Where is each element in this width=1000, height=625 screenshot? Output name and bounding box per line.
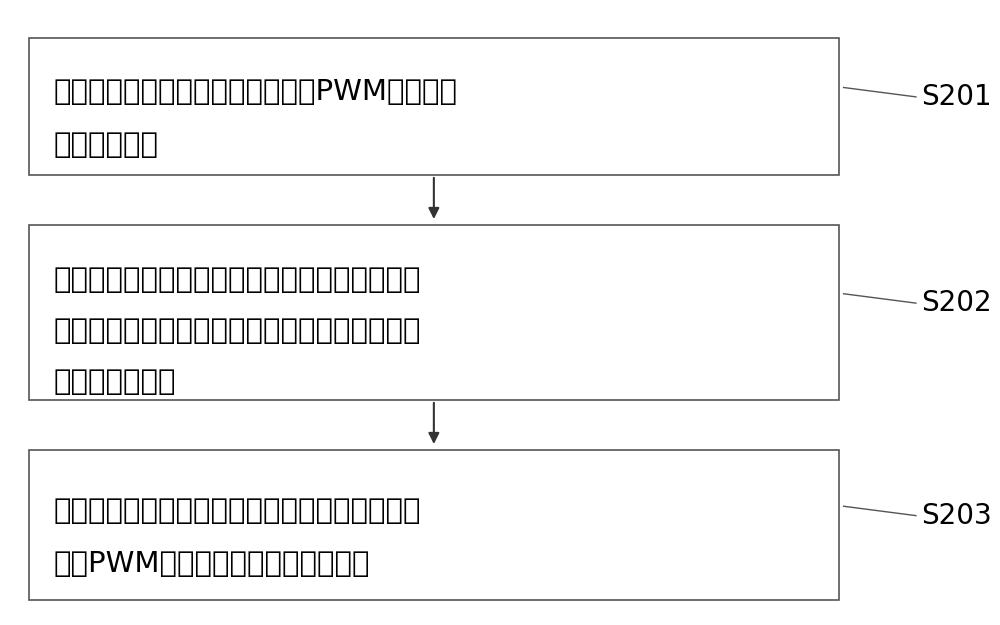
Text: S202: S202 — [921, 289, 991, 317]
FancyBboxPatch shape — [29, 225, 839, 400]
Text: 获取能馈供电装置的脉冲宽度调制PWM整流器的: 获取能馈供电装置的脉冲宽度调制PWM整流器的 — [53, 78, 457, 106]
Text: 中提取的范数熵: 中提取的范数熵 — [53, 368, 176, 396]
Text: S203: S203 — [921, 502, 991, 529]
Text: S201: S201 — [921, 83, 991, 111]
Text: 将所述故障特征量输入目标神经网络模型，得到: 将所述故障特征量输入目标神经网络模型，得到 — [53, 497, 421, 525]
Text: 三相电流波形: 三相电流波形 — [53, 131, 158, 159]
FancyBboxPatch shape — [29, 450, 839, 600]
Text: 确定所述三相电流波形的故障特征量，所述故障: 确定所述三相电流波形的故障特征量，所述故障 — [53, 266, 421, 294]
Text: 特征量为基于小波包分解法从三相电流波形信号: 特征量为基于小波包分解法从三相电流波形信号 — [53, 317, 421, 345]
FancyBboxPatch shape — [29, 38, 839, 175]
Text: 所述PWM整流器的实时故障诊断结果: 所述PWM整流器的实时故障诊断结果 — [53, 550, 370, 578]
